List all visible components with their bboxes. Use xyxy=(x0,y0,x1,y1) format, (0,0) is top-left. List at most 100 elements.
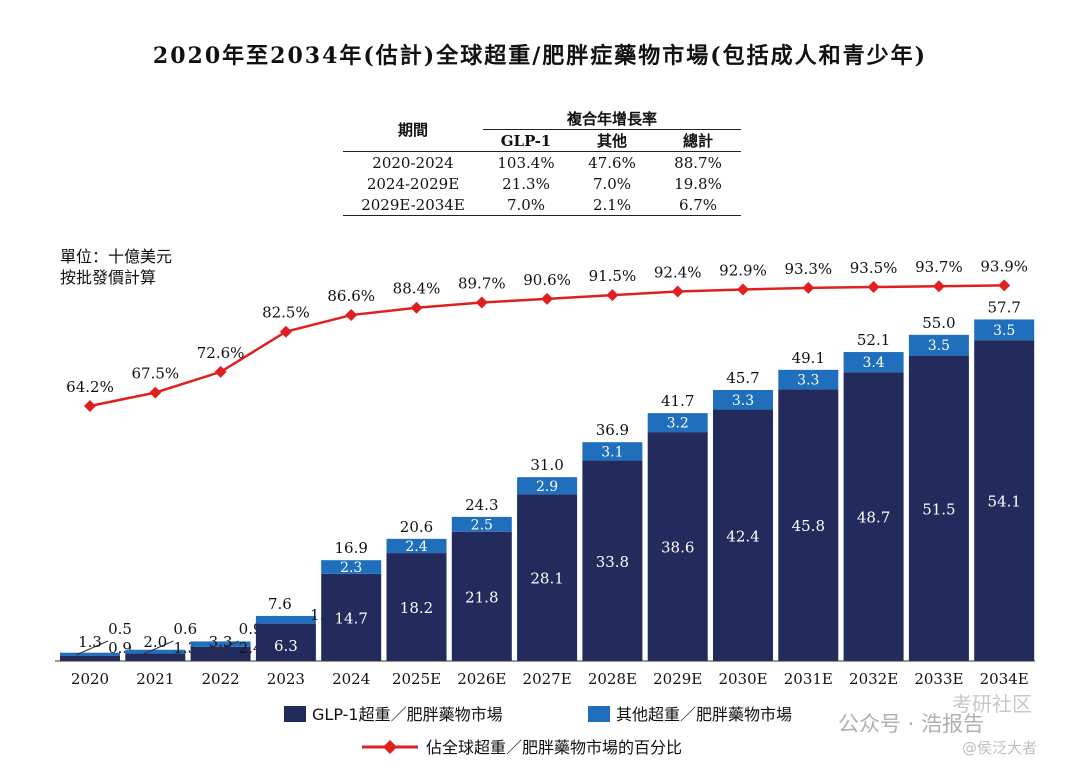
data-label-glp1: 48.7 xyxy=(857,509,890,527)
data-label-glp1: 54.1 xyxy=(987,493,1020,511)
x-tick-label: 2027E xyxy=(523,670,572,688)
share-label: 93.5% xyxy=(850,259,898,277)
share-label: 93.7% xyxy=(915,258,963,276)
share-point xyxy=(737,283,749,296)
data-label-total: 20.6 xyxy=(400,518,433,536)
period-cell: 2029E-2034E xyxy=(343,194,483,216)
bar-glp1 xyxy=(647,432,708,661)
x-tick-label: 2032E xyxy=(849,670,898,688)
x-tick-label: 2023 xyxy=(267,670,305,688)
share-point xyxy=(998,279,1011,292)
legend-swatch-other xyxy=(588,706,610,722)
share-point xyxy=(802,281,815,294)
share-point xyxy=(279,325,292,338)
period-cell: 2020-2024 xyxy=(343,151,483,173)
leader-line xyxy=(75,640,109,656)
data-label-glp1: 21.8 xyxy=(465,588,498,606)
legend-label-glp1: GLP-1超重／肥胖藥物市場 xyxy=(312,705,503,724)
bar-other xyxy=(451,516,512,532)
data-label-other: 0.6 xyxy=(173,620,197,638)
data-label-total: 55.0 xyxy=(922,314,955,332)
x-tick-label: 2034E xyxy=(980,670,1029,688)
data-label-total: 45.7 xyxy=(726,369,759,387)
cagr-table: 期間 複合年增長率 GLP-1 其他 總計 2020-2024 103.4% 4… xyxy=(343,108,741,216)
legend-label-share: 佔全球超重／肥胖藥物市場的百分比 xyxy=(426,738,683,757)
data-label-glp1: 6.3 xyxy=(274,637,298,655)
glp1-cell: 103.4% xyxy=(497,153,555,172)
x-tick-label: 2020 xyxy=(71,670,109,688)
bar-glp1 xyxy=(778,389,839,661)
share-label: 91.5% xyxy=(589,267,637,285)
table-row: 2029E-2034E 7.0% 2.1% 6.7% xyxy=(343,194,741,216)
bar-other xyxy=(125,649,186,654)
bar-glp1 xyxy=(125,653,186,661)
x-tick-label: 2026E xyxy=(457,670,506,688)
watermark-text: @侯泛大者 xyxy=(962,739,1038,757)
x-tick-label: 2029E xyxy=(653,670,702,688)
share-label: 86.6% xyxy=(327,287,375,305)
bar-other xyxy=(647,413,708,433)
table-row: 2024-2029E 21.3% 7.0% 19.8% xyxy=(343,173,741,194)
data-label-total: 7.6 xyxy=(268,595,292,613)
col-header-total: 總計 xyxy=(655,129,741,152)
data-label-glp1: 42.4 xyxy=(726,527,759,545)
bar-glp1 xyxy=(321,573,382,661)
bar-other xyxy=(843,352,904,373)
data-label-total: 31.0 xyxy=(530,456,563,474)
data-label-other: 3.5 xyxy=(928,338,950,354)
share-point xyxy=(932,280,945,293)
share-label: 72.6% xyxy=(197,344,245,362)
data-label-glp1: 14.7 xyxy=(334,609,367,627)
x-tick-label: 2031E xyxy=(784,670,833,688)
bar-glp1 xyxy=(974,340,1035,661)
bar-glp1 xyxy=(255,623,316,661)
data-label-glp1: 51.5 xyxy=(922,500,955,518)
bar-other xyxy=(190,641,251,647)
data-label-glp1: 38.6 xyxy=(661,539,694,557)
legend-other: 其他超重／肥胖藥物市場 xyxy=(588,701,792,725)
basis-line: 按批發價計算 xyxy=(60,268,157,287)
share-point xyxy=(671,285,684,298)
bar-glp1 xyxy=(713,409,773,661)
bar-other xyxy=(908,334,969,356)
share-label: 82.5% xyxy=(262,304,310,322)
leader-line xyxy=(141,640,174,656)
share-point xyxy=(84,400,96,412)
other-cell: 2.1% xyxy=(569,194,655,216)
data-label-total: 49.1 xyxy=(792,349,825,367)
bar-glp1 xyxy=(843,372,904,661)
table-row: 2020-2024 103.4% 47.6% 88.7% xyxy=(343,151,741,173)
chart-title: 2020年至2034年(估計)全球超重/肥胖症藥物市場(包括成人和青少年) xyxy=(152,43,928,69)
data-label-total: 3.3 xyxy=(209,633,233,651)
data-label-other: 3.4 xyxy=(862,355,884,371)
legend-share: 佔全球超重／肥胖藥物市場的百分比 xyxy=(360,734,682,758)
share-point xyxy=(345,309,358,322)
legend-glp1: GLP-1超重／肥胖藥物市場 xyxy=(284,701,503,725)
bar-glp1 xyxy=(908,355,969,661)
data-label-other: 2.5 xyxy=(471,517,493,533)
bar-glp1 xyxy=(60,655,120,661)
data-label-other: 2.9 xyxy=(536,479,558,495)
period-header: 期間 xyxy=(397,121,428,139)
data-label-other: 2.4 xyxy=(405,539,427,555)
share-label: 93.3% xyxy=(784,260,832,278)
share-point xyxy=(606,289,619,302)
bar-other xyxy=(713,389,773,410)
data-label-other: 0.5 xyxy=(108,620,132,638)
share-label: 93.9% xyxy=(980,257,1028,275)
bar-other xyxy=(386,538,447,554)
bar-other xyxy=(321,560,382,574)
leader-line xyxy=(206,640,239,656)
watermark-text: 考研社区 xyxy=(952,692,1032,716)
x-tick-label: 2024 xyxy=(332,670,370,688)
data-label-total: 41.7 xyxy=(661,392,694,410)
legend-swatch-glp1 xyxy=(284,706,306,722)
x-tick-label: 2033E xyxy=(914,670,963,688)
share-label: 67.5% xyxy=(131,365,179,383)
data-label-total: 16.9 xyxy=(334,539,367,557)
col-header-glp1: GLP-1 xyxy=(483,129,569,152)
bar-glp1 xyxy=(190,646,251,661)
legend-label-other: 其他超重／肥胖藥物市場 xyxy=(616,705,793,724)
share-point xyxy=(541,292,554,305)
